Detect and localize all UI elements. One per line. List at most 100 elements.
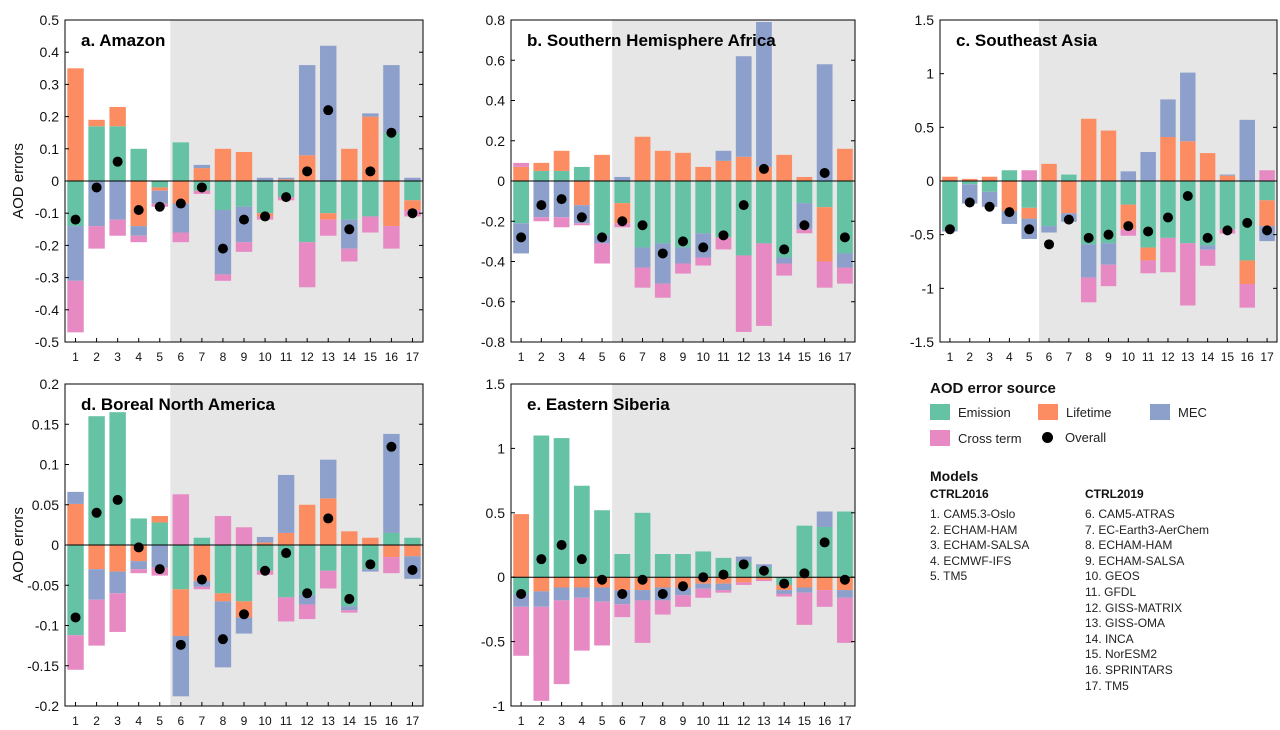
x-tick-label: 13	[1181, 350, 1195, 364]
x-tick-label: 9	[1105, 350, 1112, 364]
overall-point	[365, 166, 376, 177]
model-item: 17. TM5	[1085, 678, 1129, 693]
mec-bar	[695, 583, 712, 589]
overall-point	[386, 441, 397, 452]
mec-bar	[172, 203, 190, 233]
cross-bar	[836, 597, 853, 643]
panel-title: e. Eastern Siberia	[527, 395, 670, 414]
emission-bar	[1219, 181, 1236, 230]
overall-point	[536, 554, 547, 565]
y-tick-label: -0.3	[35, 270, 59, 286]
x-tick-label: 7	[199, 350, 206, 364]
cross-bar	[235, 527, 253, 545]
mec-bar	[362, 113, 379, 117]
cross-bar	[172, 232, 190, 243]
mec-bar	[735, 556, 752, 562]
x-tick-label: 13	[322, 350, 336, 364]
lifetime-bar	[67, 503, 84, 545]
emission-bar	[614, 554, 631, 578]
emission-bar	[67, 181, 84, 227]
cross-bar	[67, 635, 84, 670]
cross-bar	[553, 600, 570, 685]
overall-point	[779, 578, 790, 589]
x-tick-label: 11	[280, 714, 293, 728]
overall-point	[112, 156, 123, 167]
emission-bar	[1199, 181, 1216, 246]
mec-bar	[1180, 72, 1196, 142]
x-tick-label: 3	[114, 714, 121, 728]
overall-point	[365, 559, 376, 570]
overall-point	[556, 540, 567, 550]
legend-label-emission: Emission	[958, 404, 1011, 420]
mec-bar	[67, 226, 84, 281]
mec-bar	[513, 593, 530, 607]
cross-bar	[634, 267, 651, 288]
emission-bar	[277, 545, 295, 598]
y-tick-label: -0.1	[35, 205, 59, 221]
x-tick-label: 15	[364, 714, 378, 728]
lifetime-bar	[1239, 260, 1255, 285]
overall-point	[386, 127, 397, 138]
lifetime-bar	[816, 207, 833, 262]
lifetime-bar	[735, 577, 752, 583]
x-tick-label: 14	[343, 714, 357, 728]
x-tick-label: 16	[385, 350, 399, 364]
overall-point	[698, 572, 709, 583]
emission-bar	[256, 545, 274, 571]
lifetime-bar	[533, 162, 550, 171]
lifetime-bar	[796, 176, 813, 181]
y-tick-label: -0.2	[35, 237, 59, 253]
emission-bar	[404, 537, 421, 545]
y-tick-label: -0.15	[27, 658, 59, 674]
overall-point	[112, 494, 123, 505]
emission-bar	[298, 545, 316, 595]
x-tick-label: 6	[1046, 350, 1053, 364]
y-tick-label: 0.5	[40, 12, 60, 28]
y-tick-label: 0.5	[915, 119, 935, 135]
emission-bar	[816, 181, 833, 208]
cross-bar	[1160, 237, 1176, 273]
overall-point	[738, 559, 749, 570]
y-tick-label: 0.8	[486, 12, 506, 28]
emission-bar	[573, 166, 590, 181]
mec-bar	[256, 536, 274, 543]
cross-bar	[67, 280, 84, 333]
overall-point	[1182, 191, 1193, 202]
emission-bar	[298, 181, 316, 243]
emission-bar	[942, 181, 958, 230]
emission-bar	[214, 181, 232, 210]
mec-bar	[836, 590, 853, 598]
x-tick-label: 6	[177, 350, 184, 364]
overall-point	[984, 201, 995, 212]
x-tick-label: 8	[220, 714, 227, 728]
x-tick-label: 6	[177, 714, 184, 728]
cross-bar	[756, 243, 772, 326]
overall-point	[738, 200, 749, 211]
y-tick-label: 0	[51, 173, 59, 189]
x-tick-label: 3	[114, 350, 121, 364]
cross-bar	[735, 582, 752, 585]
x-tick-label: 4	[578, 350, 585, 364]
x-tick-label: 14	[777, 714, 791, 728]
cross-bar	[553, 217, 570, 228]
x-tick-label: 2	[93, 714, 100, 728]
emission-bar	[594, 510, 610, 578]
model-item: 15. NorESM2	[1085, 647, 1158, 662]
cross-bar	[796, 229, 813, 234]
overall-point	[175, 639, 186, 650]
cross-bar	[109, 219, 126, 236]
emission-bar	[109, 126, 126, 181]
mec-bar	[151, 190, 168, 204]
x-tick-label: 7	[1066, 350, 1073, 364]
emission-bar	[320, 181, 337, 214]
cross-bar	[715, 237, 732, 250]
cross-bar	[594, 601, 610, 646]
model-item: 14. INCA	[1085, 631, 1134, 646]
overall-point	[576, 554, 587, 565]
cross-bar	[614, 604, 631, 618]
emission-bar	[109, 412, 126, 545]
overall-point	[70, 612, 81, 623]
mec-bar	[981, 191, 998, 207]
overall-point	[407, 564, 418, 575]
